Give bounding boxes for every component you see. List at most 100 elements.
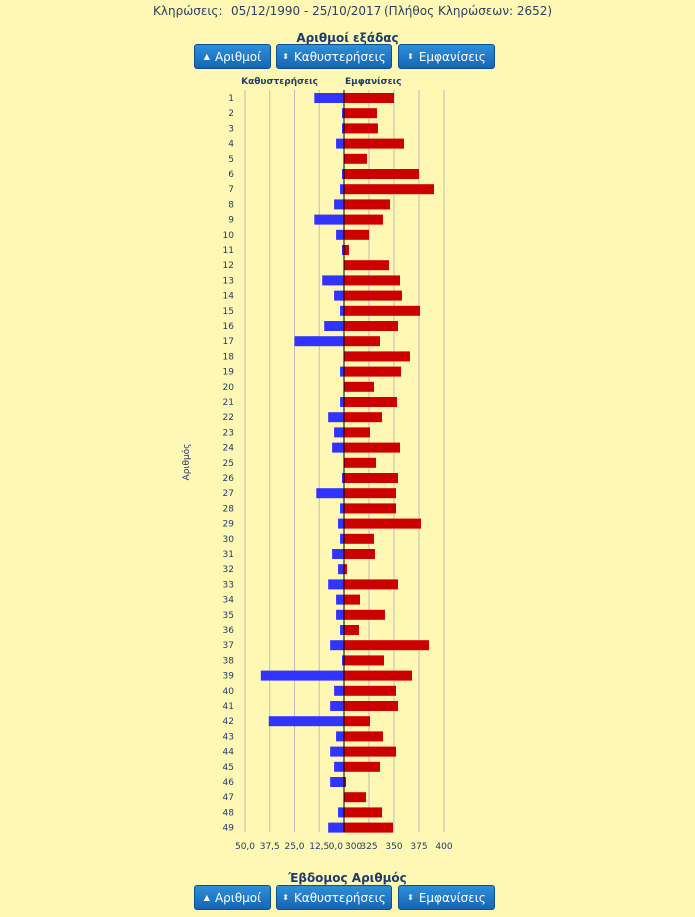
appearance-bar bbox=[344, 381, 374, 392]
seventh-sort-by-number-button[interactable]: ▲ Αριθμοί bbox=[194, 885, 271, 910]
number-label: 39 bbox=[223, 672, 235, 682]
delay-bar bbox=[332, 549, 344, 559]
number-label: 25 bbox=[223, 459, 234, 469]
delay-bar bbox=[330, 701, 344, 711]
appearance-bar bbox=[344, 579, 398, 590]
delay-bar bbox=[334, 290, 344, 301]
button-label: Καθυστερήσεις bbox=[293, 49, 386, 64]
seventh-sort-by-delays-button[interactable]: ⬍ Καθυστερήσεις bbox=[276, 885, 392, 910]
number-label: 21 bbox=[223, 398, 234, 408]
chevron-up-icon: ▲ bbox=[203, 893, 210, 902]
number-label: 32 bbox=[223, 565, 234, 575]
seventh-number-title: Έβδομος Αριθμός bbox=[288, 871, 407, 885]
appearance-tick-label: 375 bbox=[410, 842, 427, 852]
delay-bar bbox=[336, 609, 344, 620]
delays-series-label: Καθυστερήσεις bbox=[241, 77, 318, 87]
delay-bar bbox=[330, 746, 344, 757]
number-label: 17 bbox=[223, 337, 234, 347]
draw-count: (Πλήθος Κληρώσεων: 2652) bbox=[384, 4, 553, 18]
sort-by-delays-button[interactable]: ⬍ Καθυστερήσεις bbox=[276, 44, 392, 69]
draws-header: Κληρώσεις: 05/12/1990 - 25/10/2017 (Πλήθ… bbox=[0, 4, 695, 22]
appearance-bar bbox=[344, 792, 366, 803]
delay-bar bbox=[336, 138, 344, 149]
number-label: 26 bbox=[223, 474, 235, 484]
number-label: 48 bbox=[223, 808, 235, 818]
appearance-tick-label: 400 bbox=[435, 842, 452, 852]
number-label: 24 bbox=[223, 444, 235, 454]
appearance-bar bbox=[344, 138, 404, 149]
button-label: Εμφανίσεις bbox=[418, 49, 486, 64]
draws-label: Κληρώσεις: bbox=[153, 4, 223, 18]
delay-bar bbox=[268, 716, 344, 727]
delay-bar bbox=[338, 564, 344, 575]
delay-bar bbox=[338, 518, 344, 529]
delay-bar bbox=[334, 427, 344, 438]
delay-bar bbox=[336, 731, 344, 742]
delay-bar bbox=[260, 670, 344, 681]
sort-updown-icon: ⬍ bbox=[282, 52, 289, 61]
delay-bar bbox=[334, 199, 344, 210]
delay-bar bbox=[340, 366, 344, 377]
appearance-bar bbox=[344, 503, 396, 514]
main-numbers-title: Αριθμοί εξάδας bbox=[296, 31, 399, 45]
number-label: 46 bbox=[223, 778, 235, 788]
number-label: 19 bbox=[223, 368, 235, 378]
number-label: 44 bbox=[223, 748, 235, 758]
appearance-bar bbox=[344, 412, 382, 423]
number-label: 14 bbox=[223, 292, 235, 302]
number-label: 43 bbox=[223, 732, 234, 742]
appearance-bar bbox=[344, 777, 346, 787]
seventh-sort-by-appearances-button[interactable]: ⬍ Εμφανίσεις bbox=[398, 885, 495, 910]
delay-bar bbox=[334, 685, 344, 696]
y-axis-label: Αριθμός bbox=[181, 444, 192, 481]
number-label: 2 bbox=[228, 109, 234, 119]
delay-bar bbox=[342, 655, 344, 666]
delay-tick-label: 12,5 bbox=[309, 842, 329, 852]
number-label: 18 bbox=[223, 352, 235, 362]
button-label: Εμφανίσεις bbox=[418, 890, 486, 905]
appearance-tick-label: 300 bbox=[345, 842, 362, 852]
number-label: 13 bbox=[223, 276, 234, 286]
appearance-bar bbox=[344, 609, 385, 620]
delay-bar bbox=[316, 488, 344, 499]
delay-bar bbox=[340, 184, 344, 195]
number-label: 12 bbox=[223, 261, 234, 271]
appearance-bar bbox=[344, 123, 378, 134]
delay-bar bbox=[322, 275, 344, 286]
appearance-bar bbox=[344, 169, 419, 179]
appearance-tick-label: 325 bbox=[360, 842, 377, 852]
sort-by-appearances-button[interactable]: ⬍ Εμφανίσεις bbox=[398, 44, 495, 69]
number-label: 11 bbox=[223, 246, 234, 256]
appearance-bar bbox=[344, 473, 398, 483]
number-label: 1 bbox=[228, 94, 234, 104]
delay-bar bbox=[330, 640, 344, 651]
appearance-bar bbox=[344, 746, 396, 757]
appearance-bar bbox=[344, 685, 396, 696]
delay-tick-label: 25,0 bbox=[284, 842, 304, 852]
appearance-bar bbox=[344, 518, 421, 529]
appearance-bar bbox=[344, 108, 377, 119]
delay-bar bbox=[342, 123, 344, 134]
number-label: 3 bbox=[228, 124, 234, 134]
number-label: 5 bbox=[228, 155, 234, 165]
appearance-tick-label: 350 bbox=[385, 842, 402, 852]
appearance-bar bbox=[344, 533, 374, 544]
number-label: 38 bbox=[223, 656, 235, 666]
delay-bar bbox=[294, 336, 344, 347]
sort-by-number-button[interactable]: ▲ Αριθμοί bbox=[194, 44, 271, 69]
delay-bar bbox=[342, 245, 344, 255]
number-label: 10 bbox=[223, 231, 235, 241]
number-label: 4 bbox=[228, 140, 234, 150]
sort-updown-icon: ⬍ bbox=[282, 893, 289, 902]
appearance-bar bbox=[344, 305, 420, 316]
number-label: 27 bbox=[223, 489, 234, 499]
delay-tick-label: 0,0 bbox=[329, 842, 344, 852]
number-label: 40 bbox=[223, 687, 235, 697]
appearance-bar bbox=[344, 229, 369, 240]
appearance-bar bbox=[344, 640, 429, 651]
button-label: Αριθμοί bbox=[214, 890, 262, 905]
delay-bar bbox=[340, 397, 344, 407]
appearance-bar bbox=[344, 366, 401, 377]
number-label: 45 bbox=[223, 763, 234, 773]
delay-tick-label: 37,5 bbox=[260, 842, 280, 852]
